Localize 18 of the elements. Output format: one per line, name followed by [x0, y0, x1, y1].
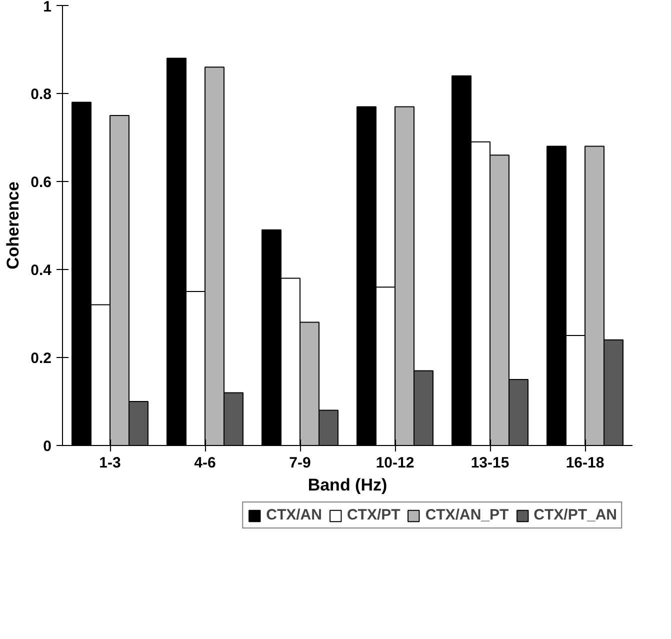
x-tick-label: 16-18 [566, 454, 604, 472]
legend-label: CTX/AN [266, 506, 322, 524]
y-tick-label: 0.4 [30, 262, 52, 279]
x-tick-label: 10-12 [376, 454, 414, 472]
legend-label: CTX/AN_PT [425, 506, 509, 524]
x-axis-title: Band (Hz) [308, 476, 388, 494]
y-tick-label: 0 [43, 438, 52, 455]
x-tick-label: 13-15 [470, 454, 510, 472]
legend-label: CTX/PT [346, 506, 400, 524]
x-tick-label: 7-9 [289, 454, 311, 472]
y-tick-label: 0.6 [30, 174, 52, 191]
legend-label: CTX/PT_AN [534, 506, 617, 524]
y-axis-title: Coherence [4, 182, 23, 270]
x-tick-label: 4-6 [194, 454, 216, 472]
y-tick-label: 0.2 [30, 350, 52, 367]
y-tick-label: 1 [43, 0, 52, 16]
x-tick-label: 1-3 [99, 454, 121, 472]
y-tick-label: 0.8 [30, 86, 52, 103]
